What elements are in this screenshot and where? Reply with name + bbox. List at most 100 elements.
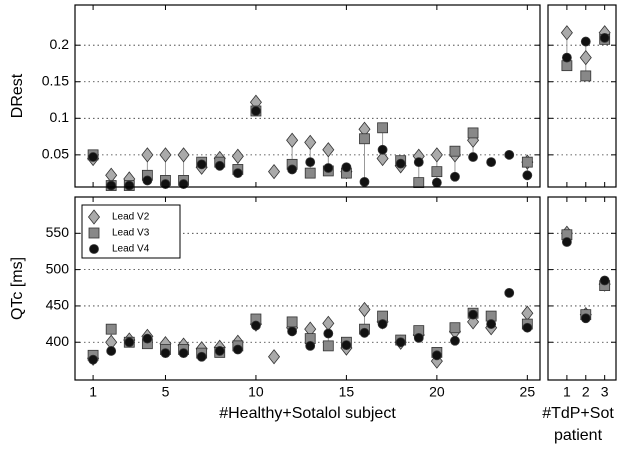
square-marker (377, 122, 388, 134)
circle-marker (450, 171, 460, 182)
square-marker (449, 322, 461, 334)
x-tick-label: 2 (582, 384, 590, 400)
circle-marker (88, 354, 98, 365)
circle-marker (580, 36, 591, 47)
square-marker (286, 316, 298, 328)
y-axis-label: DRest (9, 73, 26, 118)
circle-marker (88, 152, 98, 162)
circle-marker (232, 344, 243, 355)
circle-marker (323, 163, 334, 173)
x-tick-label: 3 (601, 384, 609, 400)
circle-marker (214, 160, 225, 171)
plot-frame (74, 196, 541, 381)
circle-marker (106, 346, 117, 356)
circle-marker (431, 177, 442, 188)
y-tick-label: 0.05 (42, 146, 69, 162)
y-tick-label: 0.2 (50, 36, 70, 52)
circle-marker (395, 337, 406, 348)
diamond-marker (560, 25, 573, 41)
square-marker (580, 70, 592, 82)
square-marker (413, 177, 425, 189)
y-tick-label: 450 (46, 297, 70, 313)
x-axis-label: #Healthy+Sotalol subject (219, 405, 396, 422)
y-tick-label: 550 (46, 224, 70, 240)
circle-marker (196, 159, 207, 170)
plot-frame (547, 196, 617, 381)
circle-marker (431, 350, 442, 361)
circle-marker (413, 157, 424, 168)
circle-marker (142, 333, 153, 344)
circle-marker (89, 244, 99, 254)
circle-marker (561, 237, 572, 247)
circle-marker (450, 335, 460, 346)
circle-marker (561, 52, 572, 63)
x-tick-label: 1 (89, 384, 97, 400)
x-tick-label: 5 (162, 384, 170, 400)
circle-marker (305, 340, 316, 351)
circle-marker (359, 327, 370, 338)
square-marker (88, 227, 100, 239)
x-tick-label: 15 (339, 384, 355, 400)
circle-marker (341, 162, 352, 173)
circle-marker (522, 170, 533, 181)
diamond-marker (268, 164, 281, 180)
legend-label: Lead V3 (112, 228, 150, 239)
circle-marker (305, 157, 316, 168)
circle-marker (124, 180, 135, 191)
diamond-marker (286, 132, 299, 148)
circle-marker (580, 313, 591, 324)
square-marker (521, 156, 533, 168)
circle-marker (486, 319, 497, 329)
diamond-marker (141, 147, 154, 163)
circle-marker (142, 175, 153, 186)
circle-marker (232, 168, 243, 179)
x-tick-label: 25 (520, 384, 536, 400)
diamond-marker (322, 142, 335, 158)
diamond-marker (430, 147, 443, 163)
plot-frame (547, 4, 617, 188)
circle-marker (486, 157, 497, 168)
circle-marker (178, 348, 189, 359)
circle-marker (599, 32, 610, 43)
circle-marker (359, 176, 370, 187)
square-marker (105, 323, 117, 335)
x-tick-label: 10 (248, 384, 264, 400)
diamond-marker (579, 49, 592, 66)
diamond-marker (268, 349, 281, 365)
circle-marker (287, 326, 298, 337)
diamond-marker (177, 147, 190, 163)
x-tick-label: 20 (429, 384, 445, 400)
y-tick-label: 0.1 (50, 109, 70, 125)
y-axis-label: QTc [ms] (9, 257, 26, 320)
diamond-marker (87, 209, 101, 225)
square-marker (304, 167, 316, 179)
circle-marker (468, 152, 478, 162)
square-marker (322, 340, 334, 352)
legend-label: Lead V4 (112, 244, 150, 255)
diamond-marker (376, 150, 389, 167)
x-axis-label: #TdP+Sot (542, 405, 614, 422)
circle-marker (160, 348, 171, 359)
diamond-marker (322, 315, 335, 332)
square-marker (449, 145, 461, 157)
circle-marker (413, 332, 424, 343)
circle-marker (178, 179, 189, 189)
y-tick-label: 400 (46, 333, 70, 349)
diamond-marker (231, 148, 244, 164)
square-marker (467, 127, 479, 139)
diamond-marker (159, 147, 172, 163)
circle-marker (341, 340, 352, 351)
circle-marker (377, 144, 388, 155)
x-axis-label: patient (554, 427, 603, 444)
circle-marker (522, 322, 533, 333)
circle-marker (124, 337, 135, 348)
diamond-marker (358, 301, 371, 318)
circle-marker (160, 179, 171, 189)
circle-marker (251, 106, 261, 116)
circle-marker (504, 149, 515, 160)
square-marker (431, 166, 443, 178)
plot-frame (74, 4, 541, 188)
circle-marker (323, 328, 334, 339)
legend-label: Lead V2 (112, 212, 150, 223)
